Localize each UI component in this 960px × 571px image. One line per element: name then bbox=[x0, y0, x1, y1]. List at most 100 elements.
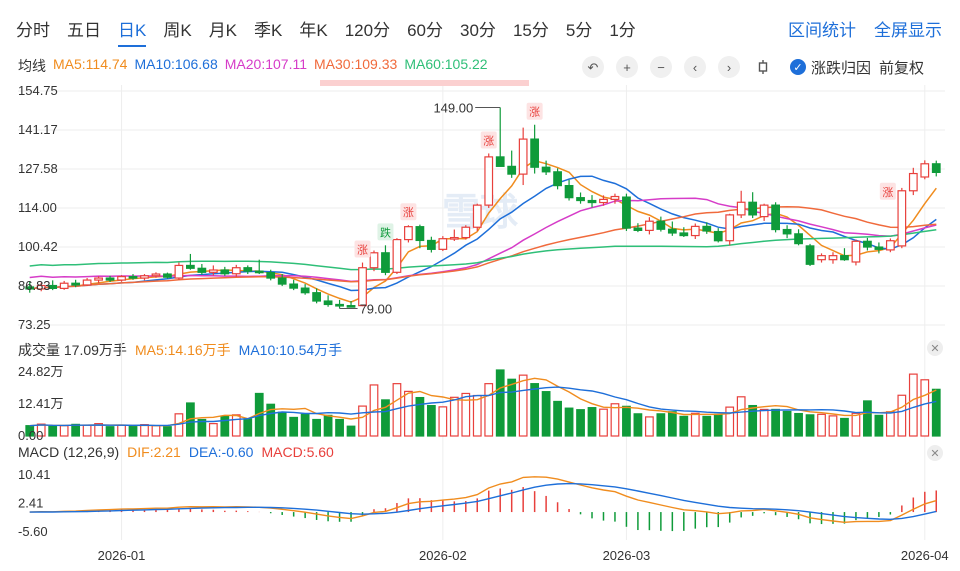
macd-dea-line bbox=[29, 482, 937, 521]
tab-12[interactable]: 1分 bbox=[609, 21, 636, 40]
tab-9[interactable]: 30分 bbox=[460, 21, 496, 40]
candle-body bbox=[71, 282, 81, 286]
candle-body bbox=[243, 267, 253, 272]
tab-1[interactable]: 五日 bbox=[67, 21, 101, 40]
adjust-selector[interactable]: 前复权 bbox=[879, 59, 925, 77]
volume-bar bbox=[197, 418, 207, 437]
candle-body bbox=[840, 255, 849, 261]
volume-bar bbox=[828, 415, 838, 437]
candle-body bbox=[587, 199, 597, 204]
volume-bar bbox=[300, 413, 310, 437]
reason-tag-bg bbox=[354, 240, 371, 258]
tab-4[interactable]: 月K bbox=[208, 21, 238, 40]
tab-2[interactable]: 日K bbox=[118, 16, 147, 47]
ma60-value: MA60:105.22 bbox=[404, 56, 488, 72]
candle-body bbox=[645, 220, 654, 231]
volume-bar bbox=[771, 408, 780, 437]
close-macd-icon[interactable]: ✕ bbox=[927, 445, 943, 461]
candle-body bbox=[931, 163, 941, 173]
volume-bar bbox=[622, 405, 631, 437]
volume-bar bbox=[656, 413, 666, 437]
reason-tag-bg bbox=[526, 102, 543, 120]
candle-body bbox=[140, 275, 149, 279]
candle-body bbox=[564, 185, 574, 199]
tab-7[interactable]: 120分 bbox=[344, 21, 391, 40]
candle-body bbox=[289, 283, 299, 289]
candle-body bbox=[220, 269, 230, 275]
reason-tag-bg bbox=[377, 223, 394, 241]
volume-bar bbox=[645, 416, 654, 437]
candle-body bbox=[277, 277, 287, 285]
reason-tag: 涨 bbox=[483, 134, 494, 147]
volume-ma10-value: MA10:10.54万手 bbox=[238, 342, 343, 358]
volume-bar bbox=[36, 423, 46, 437]
volume-bar bbox=[679, 415, 689, 437]
candle-body bbox=[885, 240, 895, 251]
tab-3[interactable]: 周K bbox=[163, 21, 192, 40]
volume-bar bbox=[794, 412, 803, 437]
volume-bar bbox=[863, 400, 872, 437]
volume-bar bbox=[587, 407, 597, 437]
volume-bar bbox=[805, 414, 815, 437]
range-stats-link[interactable]: 区间统计 bbox=[788, 21, 856, 40]
candle-body bbox=[48, 284, 58, 289]
reason-tag: 涨 bbox=[529, 106, 540, 119]
volume-bar bbox=[105, 426, 115, 437]
candle-body bbox=[530, 138, 540, 168]
volume-bar bbox=[266, 403, 276, 437]
tab-10[interactable]: 15分 bbox=[512, 21, 549, 40]
reason-tag-bg bbox=[879, 182, 896, 200]
tab-5[interactable]: 季K bbox=[254, 21, 283, 40]
candle-body bbox=[633, 227, 643, 231]
candle-body bbox=[874, 246, 884, 250]
candle-body bbox=[656, 220, 666, 230]
volume-bar bbox=[415, 396, 425, 437]
candle-body bbox=[94, 277, 103, 281]
candle-body bbox=[404, 226, 413, 241]
candle-body bbox=[323, 300, 333, 306]
volume-bar bbox=[484, 383, 494, 437]
candle-body bbox=[920, 163, 930, 178]
tab-0[interactable]: 分时 bbox=[16, 21, 50, 40]
macd-label: MACD (12,26,9) bbox=[18, 444, 120, 460]
tab-11[interactable]: 5分 bbox=[565, 21, 593, 40]
volume-bar bbox=[335, 418, 344, 437]
chevron-right-icon[interactable]: › bbox=[718, 56, 740, 78]
volume-bar bbox=[82, 424, 92, 437]
candle-body bbox=[495, 156, 505, 167]
tab-6[interactable]: 年K bbox=[299, 21, 328, 40]
candle-body bbox=[828, 255, 838, 261]
candle-body bbox=[335, 303, 344, 307]
candle-body bbox=[484, 156, 494, 206]
candle-body bbox=[817, 255, 826, 261]
volume-tick-label: 12.41万 bbox=[18, 396, 64, 411]
volume-bar bbox=[472, 394, 482, 437]
price-tick-label: 127.58 bbox=[18, 161, 58, 176]
tab-8[interactable]: 60分 bbox=[407, 21, 444, 40]
undo-icon[interactable]: ↶ bbox=[582, 56, 604, 78]
reason-toggle[interactable]: ✓ 涨跌归因 bbox=[790, 57, 871, 78]
volume-bar bbox=[610, 403, 620, 437]
candle-body bbox=[805, 245, 815, 265]
candle-body bbox=[266, 272, 276, 279]
volume-bar bbox=[702, 415, 712, 437]
volume-bar bbox=[277, 411, 287, 437]
volume-bar bbox=[220, 415, 230, 437]
volume-bar bbox=[633, 413, 643, 437]
chevron-left-icon[interactable]: ‹ bbox=[684, 56, 706, 78]
ma10-value: MA10:106.68 bbox=[134, 56, 218, 72]
volume-bar bbox=[541, 391, 551, 437]
volume-bar bbox=[140, 424, 149, 437]
candle-icon[interactable] bbox=[752, 56, 774, 78]
ma60-line bbox=[29, 228, 937, 271]
zoom-in-icon[interactable]: + bbox=[616, 56, 638, 78]
reason-label: 涨跌归因 bbox=[811, 59, 872, 77]
candle-body bbox=[82, 279, 92, 286]
close-volume-icon[interactable]: ✕ bbox=[927, 340, 943, 356]
zoom-out-icon[interactable]: − bbox=[650, 56, 672, 78]
volume-bar bbox=[59, 425, 69, 437]
ma-highlight-bar bbox=[320, 80, 529, 86]
volume-bar bbox=[885, 411, 895, 437]
fullscreen-link[interactable]: 全屏显示 bbox=[874, 21, 942, 40]
